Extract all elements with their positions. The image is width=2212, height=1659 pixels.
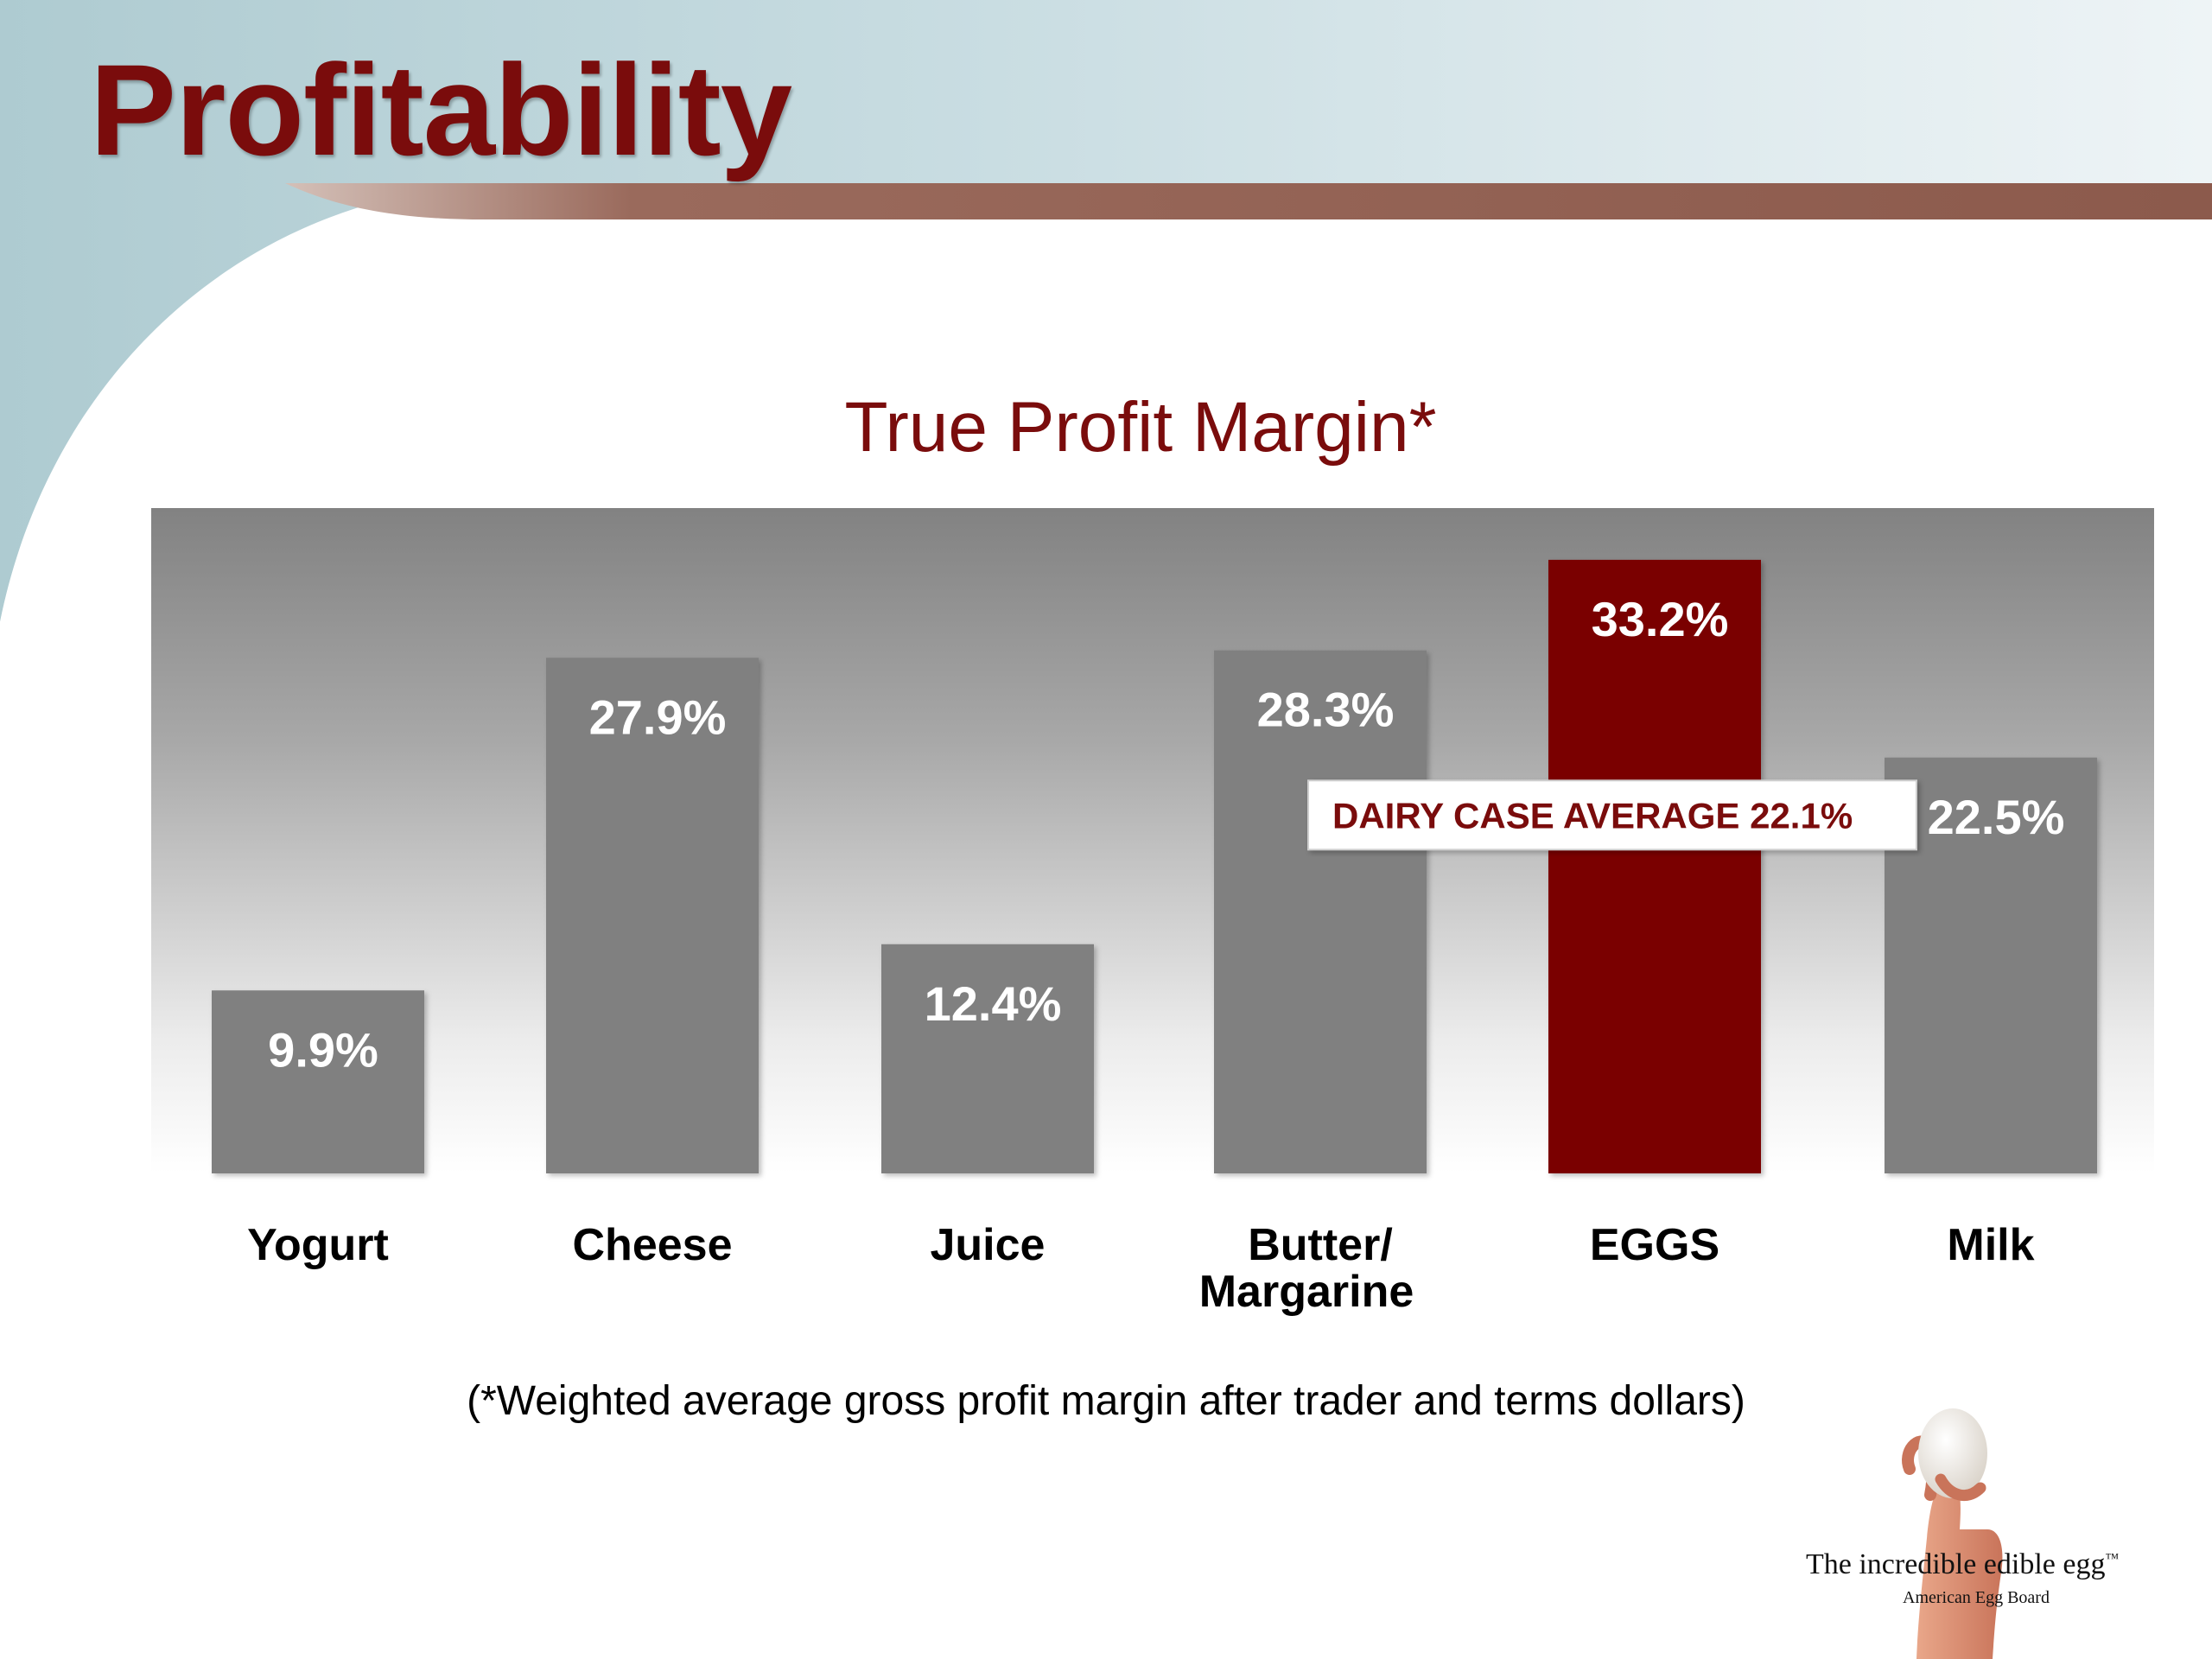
brand-name: The incredible edible egg™: [1806, 1548, 2212, 1581]
slide-title: Profitability: [90, 37, 792, 182]
bar-butter-margarine: [1214, 650, 1427, 1173]
value-label-cheese: 27.9%: [589, 690, 727, 744]
category-label-eggs: EGGS: [1590, 1220, 1719, 1270]
category-label-yogurt: Yogurt: [247, 1220, 389, 1270]
header-accent-stripe: [285, 183, 2212, 219]
bar-cheese: [546, 658, 759, 1173]
average-annotation: DAIRY CASE AVERAGE 22.1%: [1307, 779, 1917, 851]
average-annotation-label: DAIRY CASE AVERAGE 22.1%: [1332, 795, 1853, 836]
brand-logo: The incredible edible egg™ American Egg …: [1789, 1400, 2203, 1659]
category-label-cheese: Cheese: [573, 1220, 733, 1270]
bars-group: 9.9% 27.9% 12.4% 28.3% 33.2% 22.5%: [212, 559, 2097, 1173]
bar-yogurt: [212, 990, 424, 1173]
value-label-milk: 22.5%: [1928, 790, 2065, 844]
category-label-milk: Milk: [1947, 1220, 2034, 1270]
header-band: [0, 0, 2212, 622]
value-label-butter-margarine: 28.3%: [1257, 683, 1395, 737]
brand-name-text: The incredible edible egg: [1806, 1548, 2106, 1580]
footnote: (*Weighted average gross profit margin a…: [467, 1378, 1745, 1424]
chart-title: True Profit Margin*: [844, 388, 1436, 467]
value-label-eggs: 33.2%: [1592, 592, 1729, 646]
bar-juice: [881, 944, 1094, 1173]
bar-eggs: [1548, 559, 1761, 1173]
average-annotation-box: [1307, 779, 1917, 851]
brand-organization: American Egg Board: [1903, 1588, 2050, 1607]
category-label-butter-margarine: Butter/Margarine: [1199, 1220, 1414, 1317]
trademark-symbol: ™: [2105, 1551, 2120, 1567]
value-label-juice: 12.4%: [925, 976, 1062, 1031]
value-label-yogurt: 9.9%: [268, 1022, 378, 1077]
category-labels: Yogurt Cheese Juice Butter/Margarine EGGS Mil…: [247, 1220, 2034, 1317]
hand-holding-egg-icon: [1902, 1408, 2003, 1659]
bar-milk: [1885, 757, 2097, 1173]
category-label-juice: Juice: [931, 1220, 1046, 1270]
